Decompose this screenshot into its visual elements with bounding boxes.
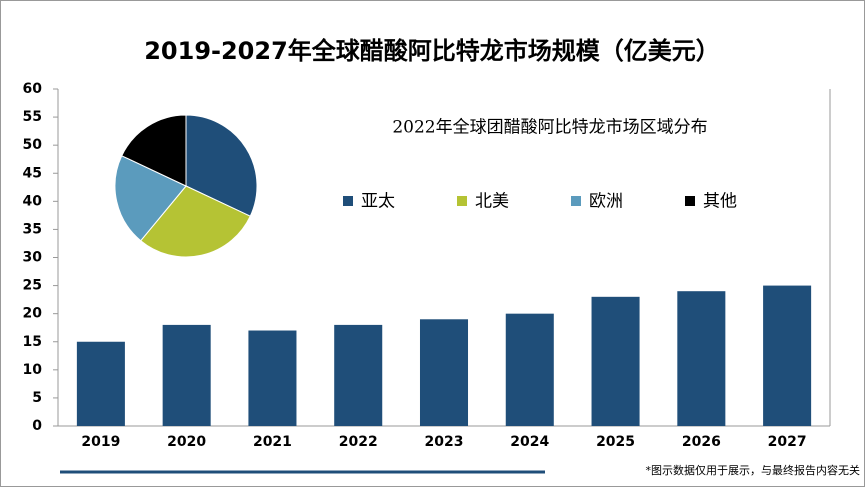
- footer-note: *图示数据仅用于展示，与最终报告内容无关: [646, 463, 861, 477]
- bar: [76, 341, 125, 426]
- x-tick-label: 2026: [682, 434, 721, 450]
- y-tick-label: 25: [23, 278, 42, 294]
- y-tick-label: 10: [23, 362, 43, 378]
- legend-swatch: [457, 196, 467, 206]
- chart-title: 2019-2027年全球醋酸阿比特龙市场规模（亿美元）: [144, 37, 720, 65]
- legend-swatch: [685, 196, 695, 206]
- legend-swatch: [343, 196, 353, 206]
- x-tick-label: 2022: [339, 434, 378, 450]
- y-tick-label: 55: [23, 109, 42, 125]
- bar: [162, 324, 211, 426]
- y-tick-label: 5: [32, 390, 42, 406]
- y-tick-label: 20: [23, 306, 43, 322]
- x-tick-label: 2023: [425, 434, 464, 450]
- y-tick-label: 50: [23, 137, 43, 153]
- legend-label: 北美: [475, 192, 509, 212]
- pie-slice: [140, 185, 251, 258]
- pie-slice: [121, 114, 187, 187]
- legend-swatch: [571, 196, 581, 206]
- y-tick-label: 0: [32, 418, 42, 434]
- x-tick-label: 2021: [253, 434, 292, 450]
- x-tick-label: 2025: [596, 434, 635, 450]
- x-tick-label: 2019: [81, 434, 120, 450]
- inset-title: 2022年全球团醋酸阿比特龙市场区域分布: [392, 118, 707, 138]
- x-tick-label: 2024: [510, 434, 549, 450]
- pie-slice: [185, 114, 258, 217]
- bar: [505, 313, 554, 426]
- pie-slice: [114, 155, 187, 242]
- y-tick-label: 40: [23, 193, 43, 209]
- bar: [763, 285, 812, 426]
- bar: [248, 330, 297, 426]
- x-tick-label: 2027: [768, 434, 807, 450]
- bar: [419, 319, 469, 426]
- y-tick-label: 15: [23, 334, 42, 350]
- y-tick-label: 35: [23, 221, 42, 237]
- legend-label: 其他: [703, 192, 737, 212]
- y-tick-label: 60: [23, 81, 43, 97]
- bar: [334, 324, 383, 426]
- y-tick-label: 30: [23, 250, 43, 266]
- bar: [677, 291, 726, 426]
- y-tick-label: 45: [23, 165, 42, 181]
- legend-label: 欧洲: [589, 192, 623, 212]
- legend-label: 亚太: [361, 192, 395, 212]
- bar: [591, 296, 640, 426]
- x-tick-label: 2020: [167, 434, 206, 450]
